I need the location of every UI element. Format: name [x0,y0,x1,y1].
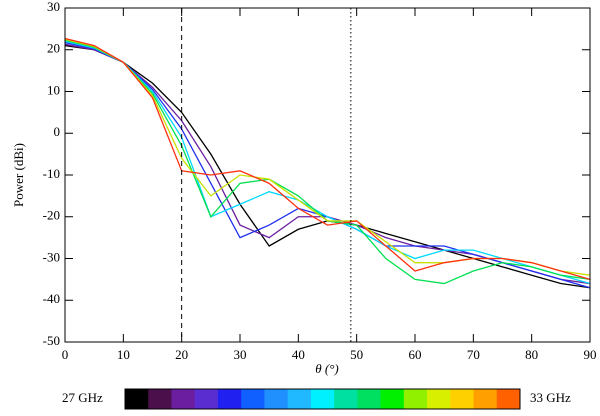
x-tick-label: 70 [467,347,480,362]
x-tick-label: 80 [525,347,538,362]
y-tick-label: 10 [47,82,60,97]
x-tick-label: 10 [117,347,130,362]
colorbar-swatch [171,389,196,409]
colorbar-swatch [264,389,289,409]
colorbar-swatch [427,389,451,409]
colorbar-swatch [217,389,242,409]
y-tick-label: -20 [43,208,60,223]
x-tick-label: 60 [409,347,422,362]
y-tick-label: -40 [43,291,60,306]
colorbar-frame [124,388,521,410]
x-tick-label: 20 [175,347,188,362]
colorbar-swatch [496,389,521,409]
colorbar-swatch [450,389,475,409]
y-tick-label: -30 [43,249,60,264]
colorbar-swatch [357,389,382,409]
colorbar-swatch [334,389,358,409]
y-tick-label: 20 [47,41,60,56]
x-tick-label: 90 [584,347,597,362]
y-tick-label: 30 [47,0,60,14]
colorbar-swatch [380,389,405,409]
x-tick-label: 50 [350,347,363,362]
series-line [64,37,591,280]
x-axis-title: θ (°) [315,361,339,376]
series-line [64,40,591,285]
colorbar-swatch [125,389,149,409]
colorbar-swatch [403,389,428,409]
x-tick-label: 0 [62,347,69,362]
series-line [64,38,591,276]
colorbar-swatch [287,389,312,409]
colorbar-max-label: 33 GHz [530,390,571,405]
colorbar-swatch [148,389,172,409]
colorbar-swatch [241,389,265,409]
colorbar-swatch [473,389,498,409]
y-tick-label: 0 [54,124,61,139]
plot-frame [64,7,591,343]
x-tick-label: 40 [292,347,305,362]
y-tick-label: -10 [43,166,60,181]
x-tick-label: 30 [234,347,247,362]
colorbar-min-label: 27 GHz [62,390,103,405]
y-axis-title: Power (dBi) [11,143,26,207]
series-line [64,43,591,285]
colorbar-swatch [310,389,335,409]
colorbar-swatch [194,389,219,409]
y-tick-label: -50 [43,333,60,348]
